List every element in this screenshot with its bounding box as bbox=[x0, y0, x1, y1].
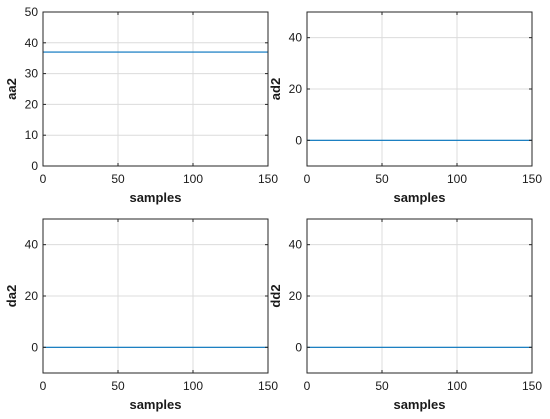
x-tick-label: 0 bbox=[304, 379, 311, 393]
x-tick-label: 100 bbox=[183, 379, 203, 393]
y-tick-label: 20 bbox=[289, 82, 303, 96]
x-axis-label: samples bbox=[129, 190, 181, 205]
y-axis-label: aa2 bbox=[4, 78, 19, 100]
axes-frame bbox=[42, 11, 269, 167]
y-tick-label: 40 bbox=[25, 36, 39, 50]
x-axis-label: samples bbox=[129, 397, 181, 412]
y-tick-label: 40 bbox=[289, 31, 303, 45]
x-tick-label: 50 bbox=[111, 172, 125, 186]
y-tick-label: 20 bbox=[25, 97, 39, 111]
y-axis-label: ad2 bbox=[268, 78, 283, 100]
y-tick-label: 10 bbox=[25, 128, 39, 142]
x-tick-label: 0 bbox=[40, 172, 47, 186]
y-tick-label: 0 bbox=[295, 133, 302, 147]
y-tick-label: 30 bbox=[25, 67, 39, 81]
x-tick-label: 100 bbox=[447, 172, 467, 186]
x-tick-label: 150 bbox=[522, 379, 542, 393]
x-tick-label: 150 bbox=[258, 379, 278, 393]
y-tick-label: 50 bbox=[25, 5, 39, 19]
y-tick-label: 0 bbox=[295, 340, 302, 354]
y-axis-label: da2 bbox=[4, 285, 19, 307]
x-tick-label: 0 bbox=[304, 172, 311, 186]
x-tick-label: 100 bbox=[183, 172, 203, 186]
x-tick-label: 50 bbox=[375, 379, 389, 393]
x-axis-label: samples bbox=[393, 190, 445, 205]
x-tick-label: 0 bbox=[40, 379, 47, 393]
x-axis-label: samples bbox=[393, 397, 445, 412]
x-tick-label: 50 bbox=[111, 379, 125, 393]
y-tick-label: 40 bbox=[25, 238, 39, 252]
y-tick-label: 0 bbox=[31, 159, 38, 173]
subplot-dd2: 0 50 100 150 0 20 40 samples dd2 bbox=[268, 218, 542, 412]
y-axis-label: dd2 bbox=[268, 284, 283, 307]
y-tick-label: 20 bbox=[289, 289, 303, 303]
y-tick-label: 20 bbox=[25, 289, 39, 303]
subplot-ad2: 0 50 100 150 0 20 40 samples ad2 bbox=[268, 11, 542, 205]
x-tick-label: 150 bbox=[258, 172, 278, 186]
y-tick-label: 40 bbox=[289, 238, 303, 252]
x-tick-label: 150 bbox=[522, 172, 542, 186]
y-tick-label: 0 bbox=[31, 340, 38, 354]
x-tick-label: 50 bbox=[375, 172, 389, 186]
subplot-da2: 0 50 100 150 0 20 40 samples da2 bbox=[4, 218, 278, 412]
subplot-aa2: 0 50 100 150 0 10 20 30 40 50 samples aa2 bbox=[4, 5, 278, 205]
x-tick-label: 100 bbox=[447, 379, 467, 393]
